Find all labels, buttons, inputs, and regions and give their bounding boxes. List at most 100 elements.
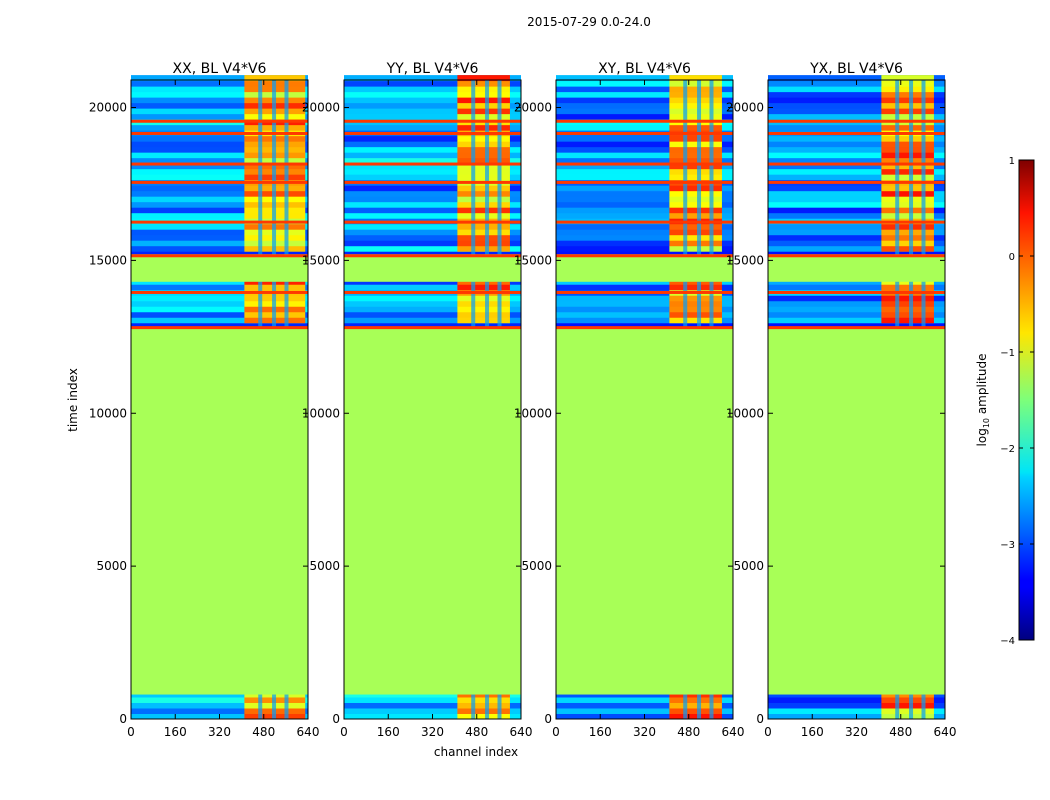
heatmap-stripe [344,223,521,230]
heatmap-stripe [768,223,945,230]
bright-channel-cell [457,141,510,148]
rfi-line [556,326,733,330]
heatmap-stripe [768,311,945,318]
bright-channel-cell [881,124,934,131]
rfi-line [344,290,521,294]
bright-channel-cell [669,207,722,214]
bright-channel-cell [457,245,510,252]
heatmap-stripe [768,185,945,192]
panel-title: XY, BL V4*V6 [598,61,691,77]
bright-channel-cell [881,702,934,709]
rfi-line [556,254,733,258]
heatmap-stripe [344,306,521,313]
bright-channel-cell [881,91,934,98]
heatmap-stripe [344,152,521,159]
bright-channel-cell [457,229,510,236]
heatmap-stripe [131,311,308,318]
heatmap-stripe [131,306,308,313]
bright-channel-cell [881,300,934,307]
x-tick-label: 160 [589,725,612,739]
rfi-line [131,220,308,224]
heatmap-stripe [556,146,733,153]
heatmap-stripe [768,146,945,153]
colorbar-tick-label: −1 [1000,348,1015,359]
heatmap-stripe [556,240,733,247]
bright-channel-cell [669,306,722,313]
heatmap-stripe [344,86,521,93]
bright-channel-cell [457,317,510,324]
flagged-region [131,327,308,695]
x-axis-label: channel index [434,745,518,759]
x-tick-label: 320 [845,725,868,739]
heatmap-stripe [768,702,945,709]
flagged-region [344,254,521,282]
bright-channel-cell [881,295,934,302]
heatmap-stripe [131,245,308,252]
bright-channel-cell [457,174,510,181]
heatmap-stripe [344,212,521,219]
heatmap-stripe [768,234,945,241]
bright-channel-cell [457,702,510,709]
rfi-line [131,290,308,294]
bright-channel-cell [669,91,722,98]
heatmap-stripe [344,707,521,714]
bright-channel-cell [457,91,510,98]
rfi-line [768,131,945,135]
rfi-line [131,162,308,166]
x-tick-label: 160 [801,725,824,739]
heatmap-stripe [768,707,945,714]
bright-channel-cell [457,86,510,93]
bright-channel-cell [457,300,510,307]
bright-channel-cell [669,86,722,93]
heatmap-stripe [131,102,308,109]
heatmap-stripe [556,317,733,324]
heatmap-stripe [131,135,308,142]
panel-title: YX, BL V4*V6 [809,61,903,77]
flagged-region [556,254,733,282]
rfi-line [131,119,308,123]
bright-channel-cell [669,75,722,82]
heatmap-stripe [556,212,733,219]
bright-channel-cell [457,240,510,247]
bright-channel-cell [457,102,510,109]
bright-channel-cell [669,212,722,219]
bright-channel-cell [881,207,934,214]
bright-channel-cell [881,240,934,247]
heatmap-stripe [131,201,308,208]
y-tick-label: 20000 [726,101,764,115]
bright-channel-cell [669,317,722,324]
heatmap-stripe [768,97,945,104]
heatmap-stripe [556,234,733,241]
heatmap-stripe [556,174,733,181]
bright-channel-cell [457,201,510,208]
heatmap-stripe [556,75,733,82]
flagged-region [344,327,521,695]
bright-channel-cell [669,97,722,104]
bright-channel-cell [669,108,722,115]
heatmap-stripe [768,190,945,197]
heatmap-stripe [131,174,308,181]
bright-channel-cell [457,696,510,703]
colorbar-label-subscript: 10 [982,418,991,428]
bright-channel-cell [881,696,934,703]
heatmap-stripe [768,306,945,313]
bright-channel-cell [881,108,934,115]
bright-channel-cell [881,306,934,313]
colorbar-ticks: 1 0 −1 −2 −3 −4 [1000,156,1034,647]
y-tick-label: 0 [332,712,340,726]
bright-channel-cell [881,113,934,120]
x-tick-label: 480 [465,725,488,739]
rfi-line [344,162,521,166]
bright-channel-cell [881,157,934,164]
heatmap-stripe [556,284,733,291]
bright-channel-cell [881,80,934,87]
bright-channel-cell [669,141,722,148]
heatmap-stripe [768,212,945,219]
heatmap-stripe [768,240,945,247]
colorbar: 10−1−2−3−4 log10 amplitude [975,156,1035,647]
bright-channel-cell [881,196,934,203]
rfi-line [768,254,945,258]
heatmap-stripe [556,113,733,120]
x-tick-label: 0 [552,725,560,739]
bright-channel-cell [669,157,722,164]
